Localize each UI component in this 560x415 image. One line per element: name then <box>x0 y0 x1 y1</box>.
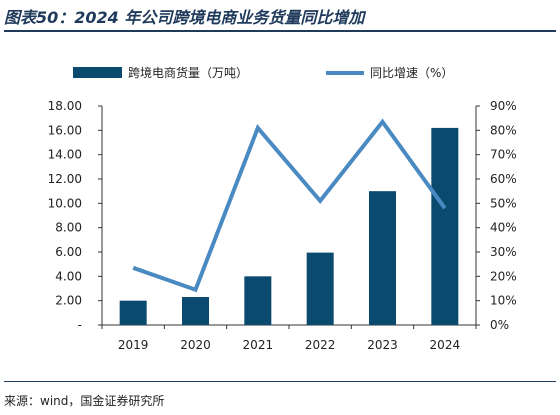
x-axis-label: 2024 <box>430 338 461 352</box>
source-note: 来源：wind，国金证券研究所 <box>4 394 165 408</box>
left-axis-tick-label: 4.00 <box>55 269 82 283</box>
right-axis-tick-label: 30% <box>490 245 517 259</box>
x-axis-label: 2022 <box>305 338 336 352</box>
chart-title: 图表50：2024 年公司跨境电商业务货量同比增加 <box>4 8 365 27</box>
left-axis-tick-label: 10.00 <box>48 196 82 210</box>
x-axis-label: 2020 <box>180 338 211 352</box>
left-axis-tick-label: 18.00 <box>48 99 82 113</box>
growth-rate-line <box>132 118 447 293</box>
title-divider <box>4 30 556 32</box>
bar-2022 <box>306 252 334 325</box>
right-axis-tick-label: 20% <box>490 269 517 283</box>
legend-line-label: 同比增速（%） <box>370 66 453 80</box>
left-axis-tick-label: 2.00 <box>55 294 82 308</box>
right-axis-tick-label: 90% <box>490 99 517 113</box>
right-axis-tick-label: 10% <box>490 294 517 308</box>
bar-2024 <box>431 127 459 326</box>
right-axis-tick-label: 80% <box>490 123 517 137</box>
legend-bar-swatch <box>73 67 122 78</box>
right-axis-tick-label: 0% <box>490 318 509 332</box>
bar-2019 <box>119 300 147 325</box>
bar-2021 <box>244 276 272 325</box>
x-axis-label: 2021 <box>243 338 274 352</box>
bar-2020 <box>182 297 209 325</box>
left-axis-tick-label: - <box>78 318 82 332</box>
right-axis-tick-label: 50% <box>490 196 517 210</box>
x-axis-label: 2023 <box>367 338 398 352</box>
left-axis-tick-label: 12.00 <box>48 172 82 186</box>
right-axis-tick-label: 40% <box>490 221 517 235</box>
left-axis-tick-label: 8.00 <box>55 221 82 235</box>
left-axis-tick-label: 6.00 <box>55 245 82 259</box>
source-divider <box>4 381 556 382</box>
right-axis-tick-label: 60% <box>490 172 517 186</box>
left-axis-tick-label: 14.00 <box>48 148 82 162</box>
legend-bar-label: 跨境电商货量（万吨） <box>128 65 248 80</box>
right-axis-tick-label: 70% <box>490 148 517 162</box>
left-axis-tick-label: 16.00 <box>48 123 82 137</box>
chart: 跨境电商货量（万吨） 同比增速（%） - 2.00 4.00 6.00 8.00 10.00 1… <box>48 65 517 352</box>
x-axis-label: 2019 <box>118 338 149 352</box>
bar-2023 <box>369 191 396 325</box>
